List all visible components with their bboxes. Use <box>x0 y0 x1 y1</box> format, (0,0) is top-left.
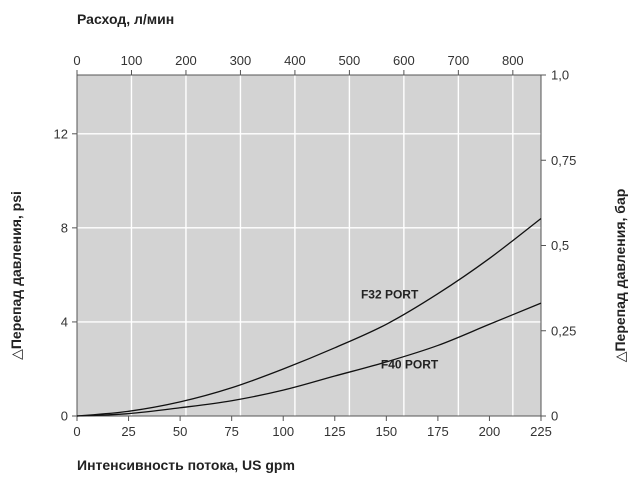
y-right-tick-label: 0,75 <box>551 153 576 168</box>
x-top-tick-label: 700 <box>448 53 470 68</box>
y-right-axis-title: △Перепад давления, бар <box>612 189 628 363</box>
x-top-tick-label: 800 <box>502 53 524 68</box>
y-right-tick-label: 1,0 <box>551 68 569 83</box>
x-bottom-tick-label: 225 <box>530 424 552 439</box>
x-top-tick-label: 500 <box>339 53 361 68</box>
x-top-axis-title: Расход, л/мин <box>77 11 174 27</box>
y-left-tick-label: 8 <box>61 220 68 235</box>
x-bottom-tick-label: 175 <box>427 424 449 439</box>
x-bottom-tick-label: 100 <box>272 424 294 439</box>
x-bottom-axis-title: Интенсивность потока, US gpm <box>77 457 295 473</box>
y-right-tick-label: 0,25 <box>551 323 576 338</box>
plot-area <box>77 75 541 416</box>
x-bottom-tick-label: 0 <box>73 424 80 439</box>
series-label-2: F40 PORT <box>381 357 439 371</box>
x-bottom-tick-label: 50 <box>173 424 187 439</box>
x-bottom-tick-label: 125 <box>324 424 346 439</box>
y-left-tick-label: 12 <box>54 126 68 141</box>
y-left-tick-label: 0 <box>61 409 68 424</box>
y-right-tick-label: 0 <box>551 409 558 424</box>
series-line-1 <box>76 217 542 417</box>
x-top-tick-label: 300 <box>230 53 252 68</box>
x-top-tick-label: 100 <box>121 53 143 68</box>
y-left-tick-label: 4 <box>61 314 68 329</box>
x-top-tick-label: 400 <box>284 53 306 68</box>
x-bottom-tick-label: 150 <box>375 424 397 439</box>
y-left-axis-title: △Перепад давления, psi <box>8 191 24 360</box>
series-group: F32 PORT F40 PORT <box>76 217 542 417</box>
x-bottom-tick-label: 25 <box>121 424 135 439</box>
grid <box>77 75 541 416</box>
axes <box>76 74 542 417</box>
x-top-tick-label: 600 <box>393 53 415 68</box>
x-bottom-tick-label: 75 <box>224 424 238 439</box>
series-label-1: F32 PORT <box>361 287 419 301</box>
x-top-tick-label: 0 <box>73 53 80 68</box>
x-top-tick-label: 200 <box>175 53 197 68</box>
y-right-tick-label: 0,5 <box>551 238 569 253</box>
x-bottom-tick-label: 200 <box>479 424 501 439</box>
series-line-2 <box>76 302 542 417</box>
